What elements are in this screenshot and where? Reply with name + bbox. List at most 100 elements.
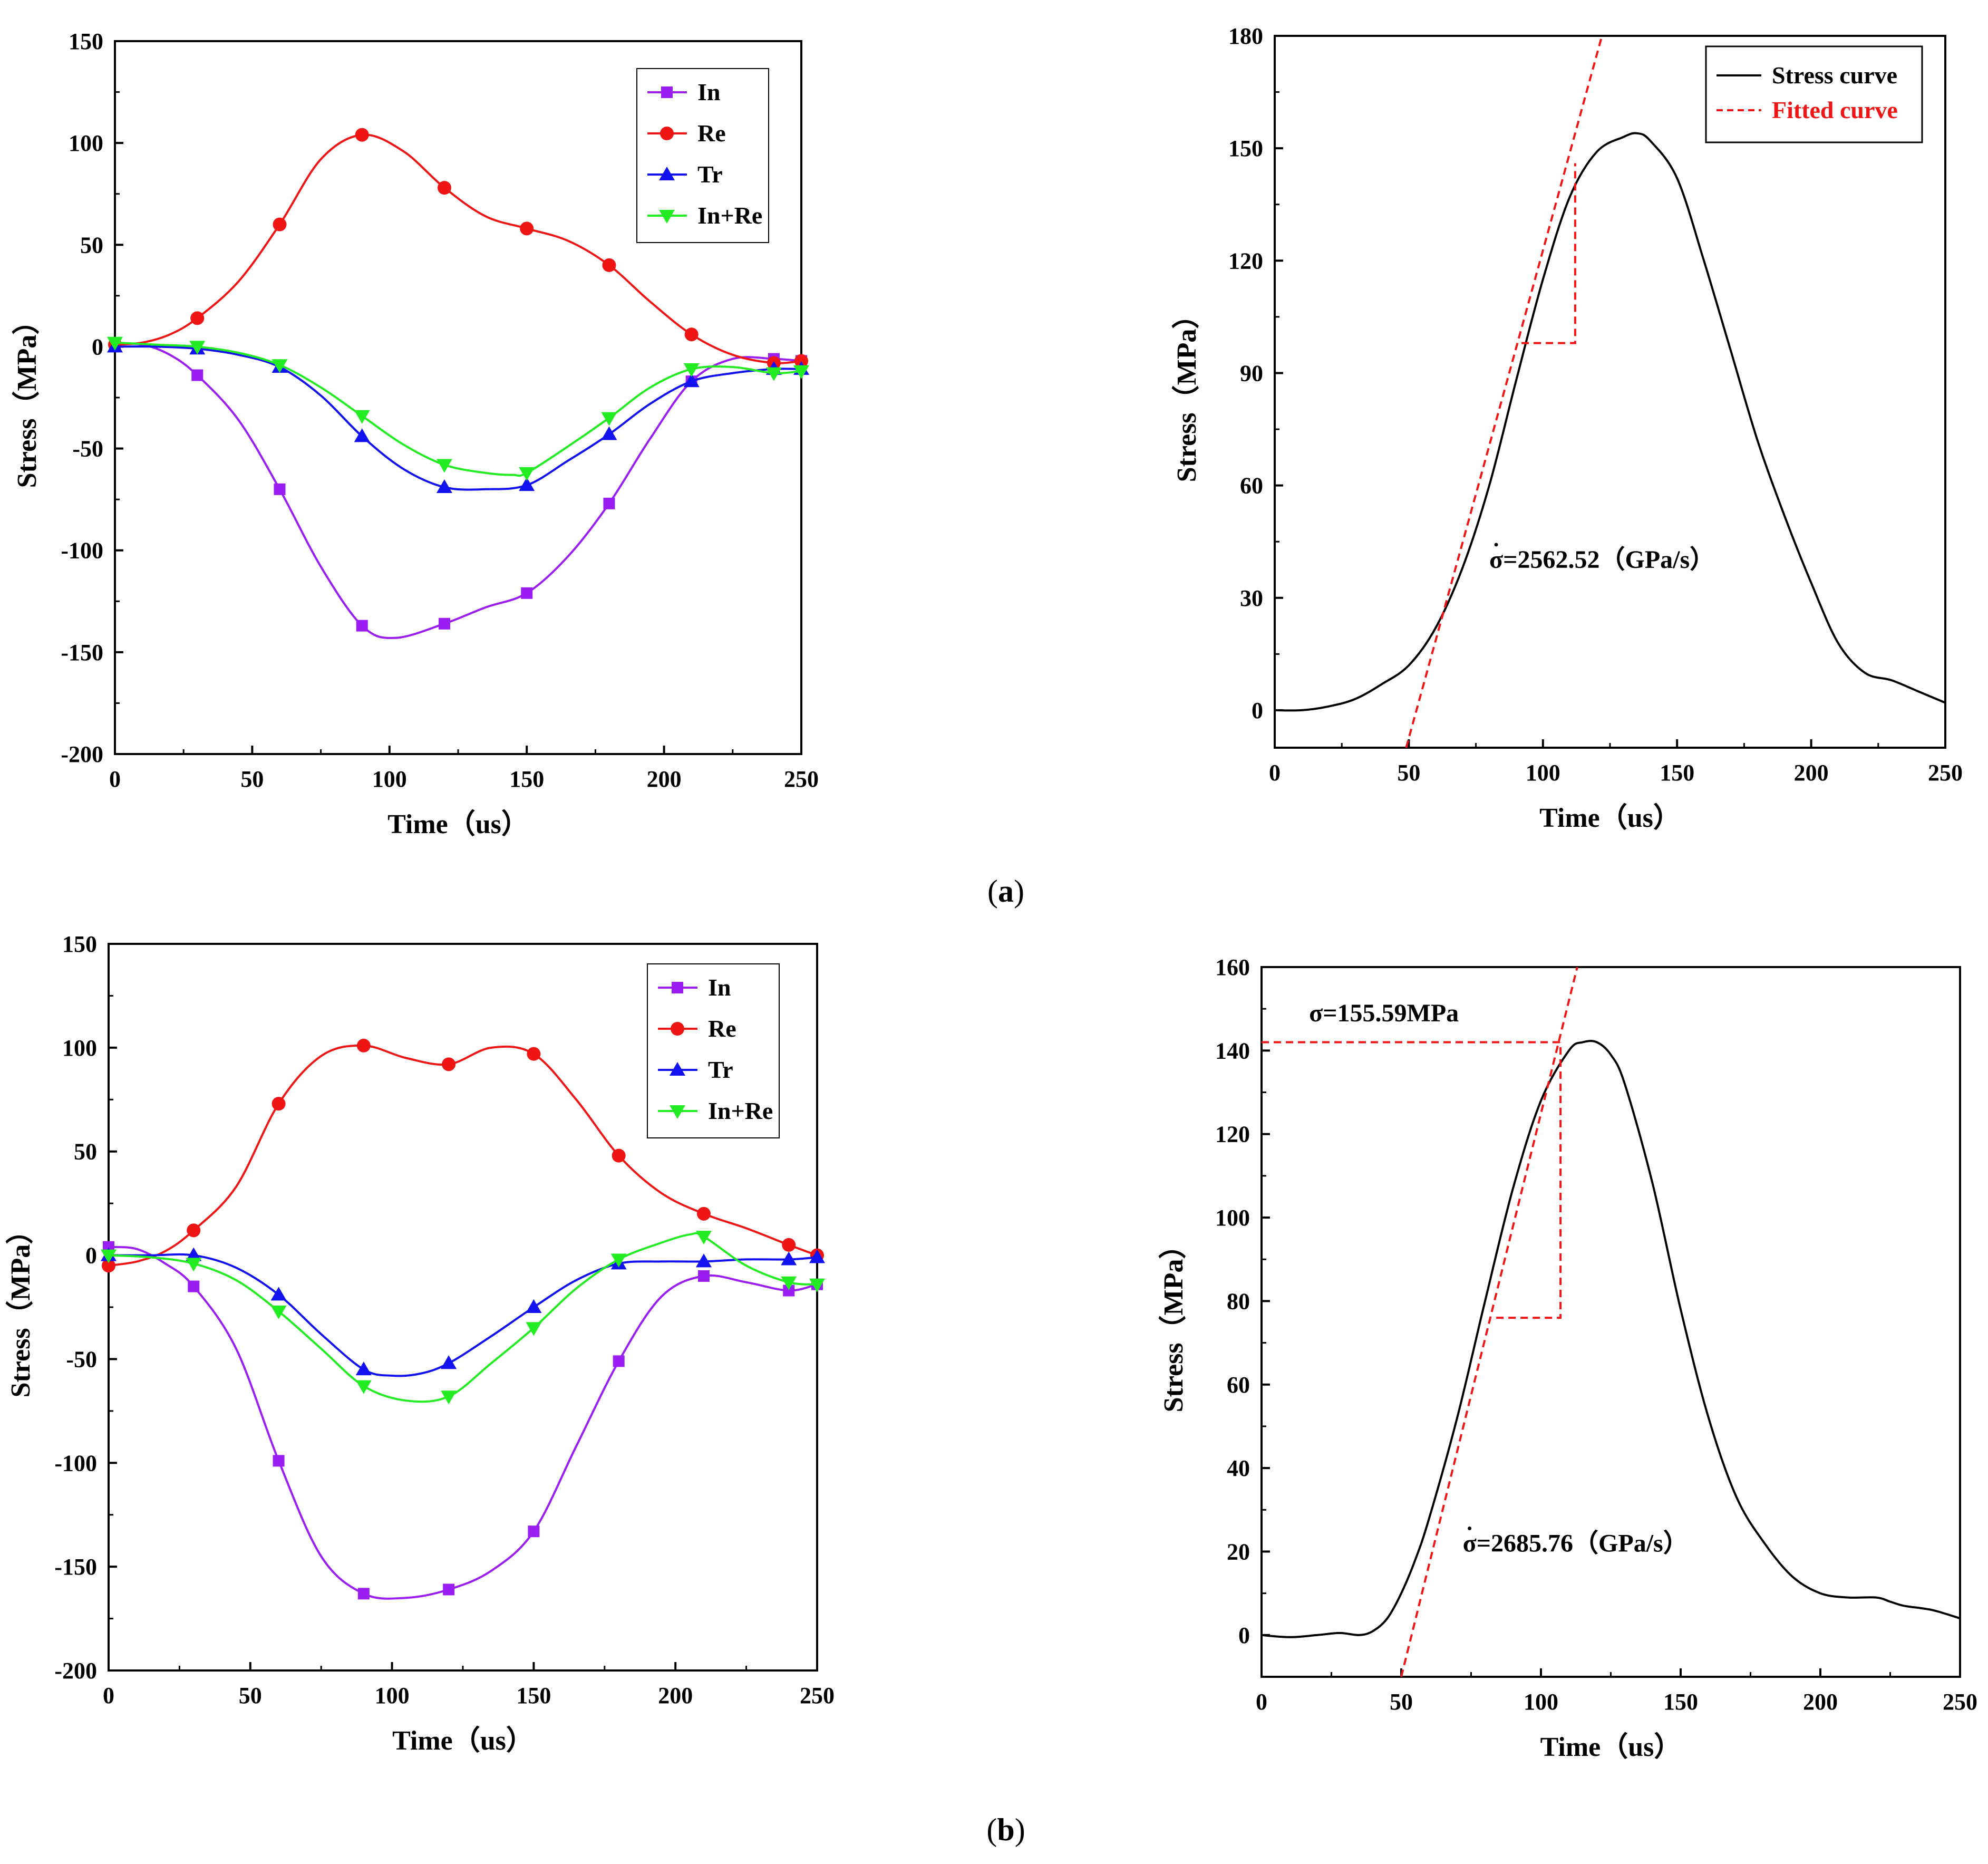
data-point-re <box>520 221 534 236</box>
legend-box <box>636 68 769 243</box>
y-tick-label: 60 <box>1227 1372 1250 1398</box>
x-tick-label: 200 <box>647 766 682 792</box>
paren-open: ( <box>986 1812 997 1847</box>
x-tick-label: 150 <box>509 766 544 792</box>
fitted-curve <box>1405 36 1603 748</box>
y-tick-label: 60 <box>1240 473 1263 499</box>
legend-label: Tr <box>697 161 723 188</box>
data-point-in-plus-re <box>186 1258 202 1272</box>
data-point-tr <box>526 1299 542 1313</box>
data-point-tr <box>355 1361 372 1376</box>
chart-b-right: 0 50 100 150 200 250 0 20 40 60 80 100 120 140 160 Time… <box>1158 954 1977 1762</box>
paren-close: ) <box>1015 1812 1025 1847</box>
chart-a-right: 0 50 100 150 200 250 0 30 60 90 120 150 180 Time（us） S… <box>1171 23 1963 833</box>
y-tick-label: 100 <box>1215 1205 1250 1231</box>
legend-label: Re <box>697 120 726 147</box>
y-tick-label: 100 <box>69 130 103 156</box>
data-point-in-plus-re <box>519 467 535 481</box>
y-tick-label: 0 <box>1252 698 1263 723</box>
stress-rate-label: σ=2685.76（GPa/s） <box>1463 1529 1689 1557</box>
data-point-in-plus-re <box>601 412 617 426</box>
data-point-tr <box>270 1287 287 1301</box>
data-point-in <box>521 587 533 599</box>
data-point-re <box>356 1038 371 1052</box>
stress-curve <box>1262 1040 1960 1638</box>
data-point-in-plus-re <box>809 1278 825 1292</box>
legend-marker <box>661 86 673 98</box>
fitted-curve <box>1400 967 1578 1677</box>
data-point-in <box>528 1525 540 1538</box>
data-point-tr <box>354 428 370 442</box>
data-point-in-plus-re <box>101 1249 117 1263</box>
series-line-tr <box>109 1253 818 1377</box>
y-tick-label: 0 <box>92 334 103 360</box>
y-tick-label: 20 <box>1227 1539 1250 1564</box>
data-point-in-plus-re <box>765 367 782 381</box>
data-point-in-plus-re <box>354 410 370 424</box>
series-line-in <box>114 343 802 639</box>
legend-label: In+Re <box>697 202 762 229</box>
x-tick-label: 150 <box>516 1683 551 1708</box>
peak-stress-label: σ=155.59MPa <box>1309 999 1459 1027</box>
x-tick-label: 250 <box>784 766 819 792</box>
y-tick-label: 150 <box>62 931 97 957</box>
data-point-re <box>612 1148 626 1163</box>
data-point-re <box>602 258 616 272</box>
legend-label: In <box>697 79 720 105</box>
legend-marker <box>659 167 675 180</box>
data-point-tr <box>441 1355 457 1369</box>
data-point-re <box>696 1206 711 1221</box>
data-point-in-plus-re <box>793 365 809 379</box>
series-line-in-plus-re <box>114 341 802 477</box>
x-tick-label: 250 <box>1928 760 1963 786</box>
y-tick-label: 0 <box>1238 1622 1250 1648</box>
legend-label: In+Re <box>708 1097 773 1124</box>
data-point-in <box>273 1455 285 1467</box>
x-tick-label: 50 <box>1390 1689 1413 1715</box>
legend-marker <box>659 210 675 224</box>
slope-step <box>1521 163 1576 344</box>
data-point-re <box>684 327 699 342</box>
data-point-re <box>442 1057 456 1071</box>
series-line-in <box>108 1245 818 1600</box>
data-point-in <box>438 617 450 630</box>
y-tick-label: -200 <box>61 741 103 767</box>
legend-marker <box>660 127 674 140</box>
data-point-re <box>527 1047 541 1061</box>
x-tick-label: 0 <box>1269 760 1281 786</box>
data-point-tr <box>436 479 452 493</box>
legend-marker <box>672 982 683 993</box>
legend-label: Fitted curve <box>1772 96 1898 123</box>
y-tick-label: 40 <box>1227 1455 1250 1481</box>
chart-a-left: 0 50 100 150 200 250 -200 -150 -100 -50 0 50 100 150 T… <box>12 28 819 839</box>
legend-label: Tr <box>708 1056 733 1083</box>
data-point-re <box>355 128 369 142</box>
y-axis-label: Stress（MPa） <box>1171 302 1202 482</box>
data-point-tr <box>695 1253 712 1268</box>
x-tick-label: 50 <box>239 1683 262 1708</box>
data-point-in-plus-re <box>189 341 206 355</box>
y-tick-label: 150 <box>1228 136 1263 161</box>
data-point-in-plus-re <box>271 359 288 373</box>
data-point-in-plus-re <box>526 1322 542 1336</box>
data-point-in <box>613 1355 625 1367</box>
data-point-in <box>783 1284 795 1297</box>
x-tick-label: 0 <box>1256 1689 1267 1715</box>
data-point-in-plus-re <box>107 336 123 351</box>
x-tick-label: 200 <box>1803 1689 1838 1715</box>
legend-marker <box>670 1105 685 1119</box>
stress-curve <box>1275 132 1945 712</box>
data-point-tr <box>683 373 700 388</box>
y-tick-label: -100 <box>54 1450 97 1476</box>
y-tick-label: 50 <box>74 1139 97 1165</box>
y-axis-label: Stress（MPa） <box>1158 1232 1189 1413</box>
paren-close: ) <box>1014 874 1024 909</box>
data-point-re <box>190 311 205 325</box>
x-tick-label: 100 <box>372 766 407 792</box>
panel-letter: a <box>998 874 1014 909</box>
y-tick-label: 0 <box>85 1243 97 1269</box>
rate-dot <box>1494 543 1498 547</box>
panel-label-b: (b)(b) <box>986 1812 1025 1847</box>
y-tick-label: 160 <box>1215 954 1250 980</box>
